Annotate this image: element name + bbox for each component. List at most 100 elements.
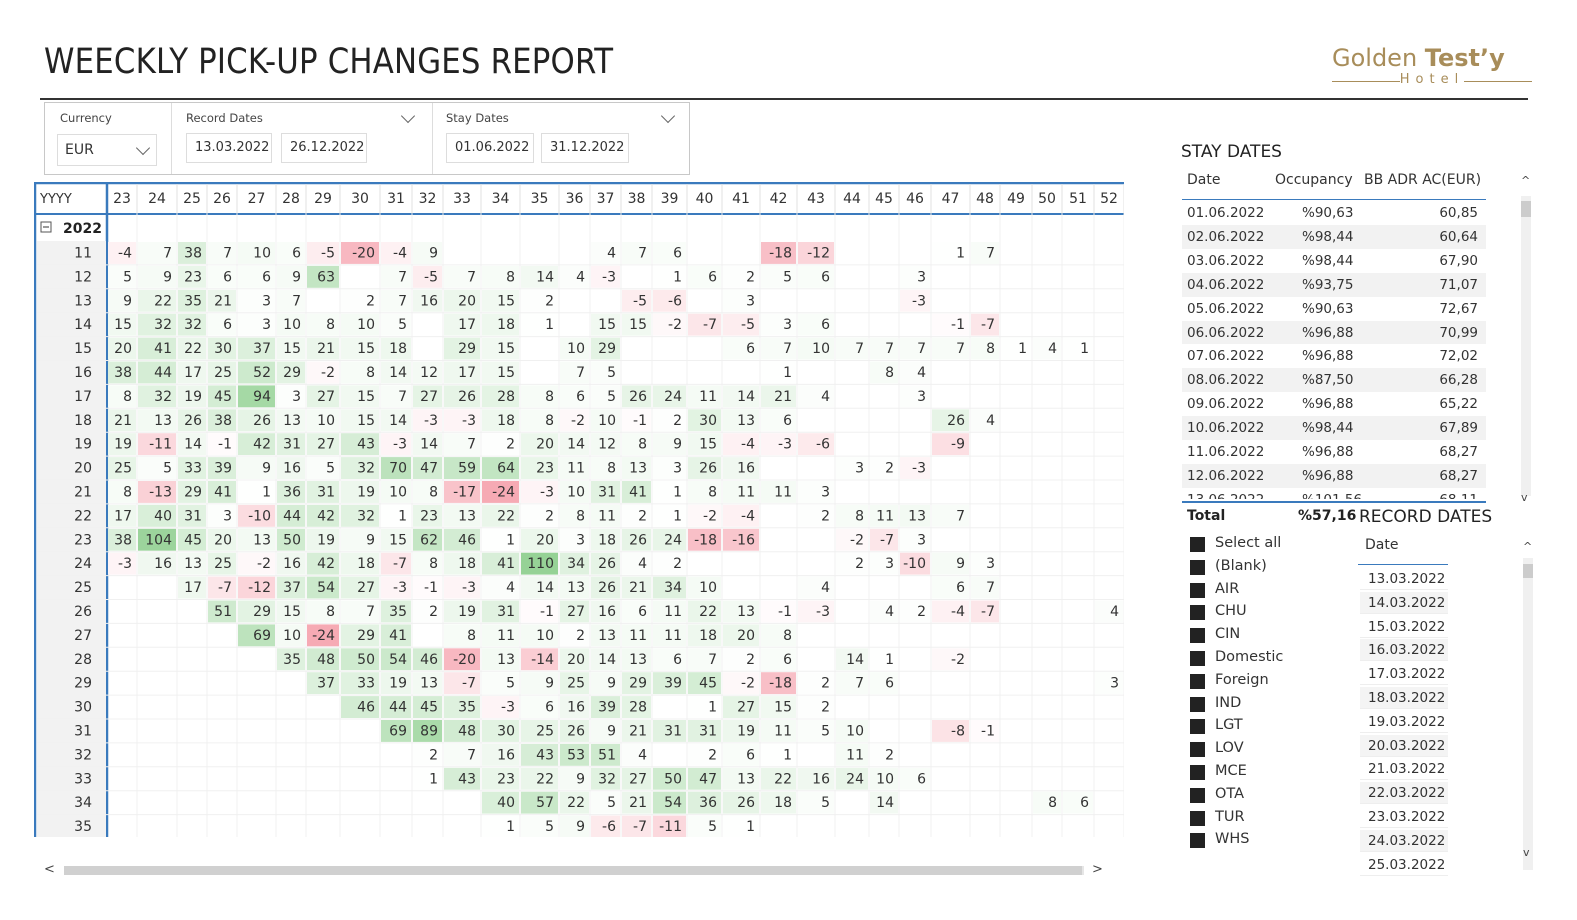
matrix-cell[interactable]: -24 [312, 628, 335, 644]
matrix-cell[interactable]: 25 [214, 365, 232, 381]
matrix-cell[interactable]: 30 [699, 413, 717, 429]
matrix-cell[interactable]: 5 [783, 269, 792, 285]
row-header[interactable]: 26 [74, 604, 92, 620]
matrix-cell[interactable]: 19 [114, 437, 132, 453]
matrix-cell[interactable]: 13 [497, 652, 515, 668]
matrix-cell[interactable]: 70 [389, 461, 407, 477]
matrix-cell[interactable]: 45 [699, 676, 717, 692]
record-date-from-input[interactable]: 13.03.2022 [186, 133, 272, 163]
matrix-cell[interactable]: 6 [638, 604, 647, 620]
matrix-cell[interactable]: -3 [540, 485, 554, 501]
matrix-cell[interactable]: 7 [986, 246, 995, 262]
matrix-cell[interactable]: 40 [154, 508, 172, 524]
matrix-cell[interactable]: 12 [598, 437, 616, 453]
segment-checkbox-label[interactable]: CIN [1215, 626, 1241, 643]
segment-checkbox[interactable] [1190, 719, 1205, 735]
matrix-cell[interactable]: 5 [607, 795, 616, 811]
matrix-cell[interactable]: 46 [458, 532, 476, 548]
matrix-cell[interactable]: 18 [357, 556, 375, 572]
matrix-cell[interactable]: 94 [253, 389, 271, 405]
matrix-cell[interactable]: 11 [598, 508, 616, 524]
matrix-cell[interactable]: 28 [497, 389, 515, 405]
matrix-cell[interactable]: 16 [420, 293, 438, 309]
matrix-cell[interactable]: 5 [821, 724, 830, 740]
matrix-cell[interactable]: -3 [816, 604, 830, 620]
row-header[interactable]: 14 [74, 317, 92, 333]
matrix-cell[interactable]: 19 [389, 676, 407, 692]
record-date-item[interactable]: 17.03.2022 [1360, 663, 1448, 686]
row-header[interactable]: 32 [74, 747, 92, 763]
matrix-cell[interactable]: 17 [184, 580, 202, 596]
matrix-cell[interactable]: 13 [598, 628, 616, 644]
record-date-item[interactable]: 21.03.2022 [1360, 758, 1448, 781]
matrix-cell[interactable]: 11 [664, 604, 682, 620]
matrix-cell[interactable]: 6 [223, 269, 232, 285]
matrix-cell[interactable]: 18 [598, 532, 616, 548]
matrix-cell[interactable]: 9 [429, 246, 438, 262]
matrix-cell[interactable]: 1 [545, 317, 554, 333]
matrix-cell[interactable]: 16 [283, 556, 301, 572]
segment-checkbox-label[interactable]: TUR [1215, 808, 1245, 825]
record-date-item[interactable]: 24.03.2022 [1360, 829, 1448, 852]
matrix-cell[interactable]: 9 [607, 676, 616, 692]
matrix-cell[interactable]: 7 [708, 652, 717, 668]
matrix-cell[interactable]: -11 [659, 819, 682, 835]
row-header[interactable]: 22 [74, 508, 92, 524]
matrix-cell[interactable]: 15 [389, 532, 407, 548]
matrix-cell[interactable]: 29 [629, 676, 647, 692]
segment-checkbox-label[interactable]: Foreign [1215, 671, 1269, 688]
matrix-cell[interactable]: -2 [668, 317, 682, 333]
column-header[interactable]: 36 [566, 191, 584, 207]
matrix-cell[interactable]: 8 [429, 485, 438, 501]
matrix-cell[interactable]: 20 [114, 341, 132, 357]
segment-checkbox[interactable] [1190, 605, 1205, 621]
matrix-cell[interactable]: 16 [497, 747, 515, 763]
matrix-cell[interactable]: 15 [283, 604, 301, 620]
matrix-cell[interactable]: 3 [917, 389, 926, 405]
matrix-cell[interactable]: 1 [1080, 341, 1089, 357]
matrix-cell[interactable]: 14 [420, 437, 438, 453]
matrix-cell[interactable]: 17 [184, 365, 202, 381]
matrix-cell[interactable]: 8 [783, 628, 792, 644]
matrix-cell[interactable]: 8 [855, 508, 864, 524]
segment-checkbox-label[interactable]: LOV [1215, 740, 1244, 757]
matrix-cell[interactable]: -10 [903, 556, 926, 572]
matrix-cell[interactable]: 21 [629, 795, 647, 811]
matrix-cell[interactable]: 10 [699, 580, 717, 596]
matrix-cell[interactable]: 26 [184, 413, 202, 429]
matrix-cell[interactable]: 38 [214, 413, 232, 429]
matrix-cell[interactable]: 25 [567, 676, 585, 692]
matrix-cell[interactable]: 2 [545, 508, 554, 524]
matrix-cell[interactable]: 8 [986, 341, 995, 357]
row-header[interactable]: 34 [74, 795, 92, 811]
matrix-cell[interactable]: 20 [458, 293, 476, 309]
matrix-cell[interactable]: 11 [699, 389, 717, 405]
matrix-cell[interactable]: 14 [184, 437, 202, 453]
matrix-cell[interactable]: 44 [283, 508, 301, 524]
matrix-cell[interactable]: -2 [571, 413, 585, 429]
matrix-cell[interactable]: 7 [467, 747, 476, 763]
row-header[interactable]: 28 [74, 652, 92, 668]
record-date-item[interactable]: 14.03.2022 [1360, 591, 1448, 614]
matrix-cell[interactable]: 3 [576, 532, 585, 548]
matrix-cell[interactable]: 26 [737, 795, 755, 811]
matrix-cell[interactable]: -3 [393, 437, 407, 453]
matrix-cell[interactable]: 11 [629, 628, 647, 644]
matrix-cell[interactable]: 3 [262, 317, 271, 333]
matrix-cell[interactable]: 8 [638, 437, 647, 453]
matrix-cell[interactable]: 33 [184, 461, 202, 477]
matrix-cell[interactable]: 29 [184, 485, 202, 501]
matrix-cell[interactable]: 18 [774, 795, 792, 811]
column-header[interactable]: 41 [732, 191, 750, 207]
matrix-cell[interactable]: 20 [536, 532, 554, 548]
matrix-cell[interactable]: -18 [694, 532, 717, 548]
matrix-cell[interactable]: 27 [629, 771, 647, 787]
matrix-cell[interactable]: 5 [506, 676, 515, 692]
matrix-cell[interactable]: -4 [118, 246, 132, 262]
matrix-cell[interactable]: 1 [783, 747, 792, 763]
matrix-cell[interactable]: 2 [673, 556, 682, 572]
matrix-cell[interactable]: 6 [885, 676, 894, 692]
matrix-cell[interactable]: 13 [253, 532, 271, 548]
matrix-cell[interactable]: 45 [184, 532, 202, 548]
record-date-to-input[interactable]: 26.12.2022 [281, 133, 367, 163]
